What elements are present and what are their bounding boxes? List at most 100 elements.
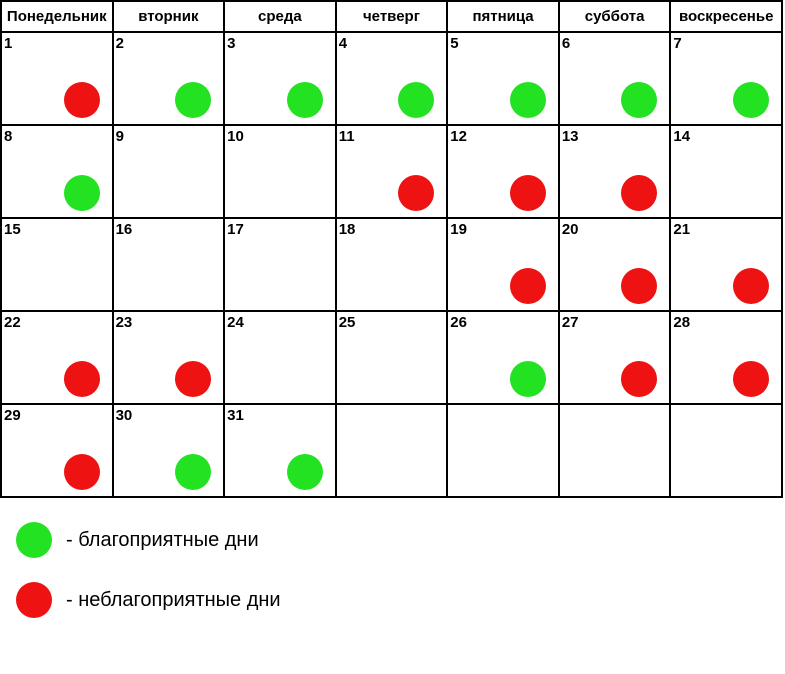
day-number: 17 <box>227 221 244 238</box>
calendar-cell: 28 <box>670 311 782 404</box>
legend-row-unfavorable: - неблагоприятные дни <box>16 582 769 618</box>
calendar-cell: 7 <box>670 32 782 125</box>
day-number: 9 <box>116 128 124 145</box>
day-number: 14 <box>673 128 690 145</box>
day-number: 29 <box>4 407 21 424</box>
calendar-cell: 27 <box>559 311 671 404</box>
day-number: 27 <box>562 314 579 331</box>
favorable-dot-icon <box>64 175 100 211</box>
day-number: 1 <box>4 35 12 52</box>
calendar-cell <box>447 404 559 497</box>
calendar-cell: 12 <box>447 125 559 218</box>
header-mon: Понедельник <box>1 1 113 32</box>
day-number: 22 <box>4 314 21 331</box>
calendar-cell: 15 <box>1 218 113 311</box>
unfavorable-dot-icon <box>510 175 546 211</box>
day-number: 26 <box>450 314 467 331</box>
unfavorable-dot-icon <box>621 175 657 211</box>
day-number: 4 <box>339 35 347 52</box>
favorable-dot-icon <box>175 454 211 490</box>
day-number: 28 <box>673 314 690 331</box>
calendar-cell: 21 <box>670 218 782 311</box>
legend-dot-unfavorable-icon <box>16 582 52 618</box>
day-number: 31 <box>227 407 244 424</box>
day-number: 23 <box>116 314 133 331</box>
calendar-cell: 29 <box>1 404 113 497</box>
calendar-container: Понедельник вторник среда четверг пятниц… <box>0 0 785 652</box>
legend-text-favorable: - благоприятные дни <box>66 529 259 552</box>
day-number: 3 <box>227 35 235 52</box>
header-tue: вторник <box>113 1 225 32</box>
calendar-cell: 11 <box>336 125 448 218</box>
header-wed: среда <box>224 1 336 32</box>
unfavorable-dot-icon <box>398 175 434 211</box>
header-thu: четверг <box>336 1 448 32</box>
day-number: 11 <box>339 128 355 145</box>
calendar-cell <box>336 404 448 497</box>
day-number: 21 <box>673 221 690 238</box>
calendar-cell: 17 <box>224 218 336 311</box>
calendar-cell: 8 <box>1 125 113 218</box>
header-sat: суббота <box>559 1 671 32</box>
calendar-cell <box>670 404 782 497</box>
calendar-cell: 3 <box>224 32 336 125</box>
calendar-row: 22 23 24 25 26 27 28 <box>1 311 782 404</box>
day-number: 20 <box>562 221 579 238</box>
day-number: 18 <box>339 221 356 238</box>
day-number: 10 <box>227 128 244 145</box>
unfavorable-dot-icon <box>64 361 100 397</box>
calendar-row: 1 2 3 4 5 6 7 <box>1 32 782 125</box>
day-number: 24 <box>227 314 244 331</box>
calendar-row: 8 9 10 11 12 13 14 <box>1 125 782 218</box>
calendar-cell: 9 <box>113 125 225 218</box>
legend-row-favorable: - благоприятные дни <box>16 522 769 558</box>
day-number: 16 <box>116 221 133 238</box>
legend-text-unfavorable: - неблагоприятные дни <box>66 589 281 612</box>
favorable-dot-icon <box>175 82 211 118</box>
legend: - благоприятные дни - неблагоприятные дн… <box>0 498 785 652</box>
calendar-table: Понедельник вторник среда четверг пятниц… <box>0 0 783 498</box>
unfavorable-dot-icon <box>510 268 546 304</box>
favorable-dot-icon <box>510 82 546 118</box>
day-number: 13 <box>562 128 579 145</box>
day-number: 7 <box>673 35 681 52</box>
calendar-cell: 6 <box>559 32 671 125</box>
favorable-dot-icon <box>510 361 546 397</box>
favorable-dot-icon <box>733 82 769 118</box>
header-sun: воскресенье <box>670 1 782 32</box>
calendar-cell: 24 <box>224 311 336 404</box>
day-number: 19 <box>450 221 467 238</box>
day-number: 8 <box>4 128 12 145</box>
unfavorable-dot-icon <box>64 454 100 490</box>
day-number: 30 <box>116 407 133 424</box>
day-number: 12 <box>450 128 467 145</box>
unfavorable-dot-icon <box>621 268 657 304</box>
calendar-cell: 5 <box>447 32 559 125</box>
day-number: 5 <box>450 35 458 52</box>
calendar-cell: 22 <box>1 311 113 404</box>
unfavorable-dot-icon <box>175 361 211 397</box>
header-fri: пятница <box>447 1 559 32</box>
calendar-cell: 1 <box>1 32 113 125</box>
unfavorable-dot-icon <box>733 361 769 397</box>
day-number: 2 <box>116 35 124 52</box>
calendar-cell: 25 <box>336 311 448 404</box>
favorable-dot-icon <box>287 454 323 490</box>
calendar-cell: 4 <box>336 32 448 125</box>
calendar-cell: 30 <box>113 404 225 497</box>
calendar-cell: 20 <box>559 218 671 311</box>
calendar-cell: 13 <box>559 125 671 218</box>
calendar-cell: 10 <box>224 125 336 218</box>
calendar-cell: 18 <box>336 218 448 311</box>
favorable-dot-icon <box>398 82 434 118</box>
day-number: 25 <box>339 314 356 331</box>
calendar-cell: 16 <box>113 218 225 311</box>
calendar-cell: 19 <box>447 218 559 311</box>
day-number: 15 <box>4 221 21 238</box>
calendar-cell: 14 <box>670 125 782 218</box>
day-number: 6 <box>562 35 570 52</box>
calendar-cell: 2 <box>113 32 225 125</box>
calendar-row: 29 30 31 <box>1 404 782 497</box>
favorable-dot-icon <box>621 82 657 118</box>
calendar-cell: 31 <box>224 404 336 497</box>
